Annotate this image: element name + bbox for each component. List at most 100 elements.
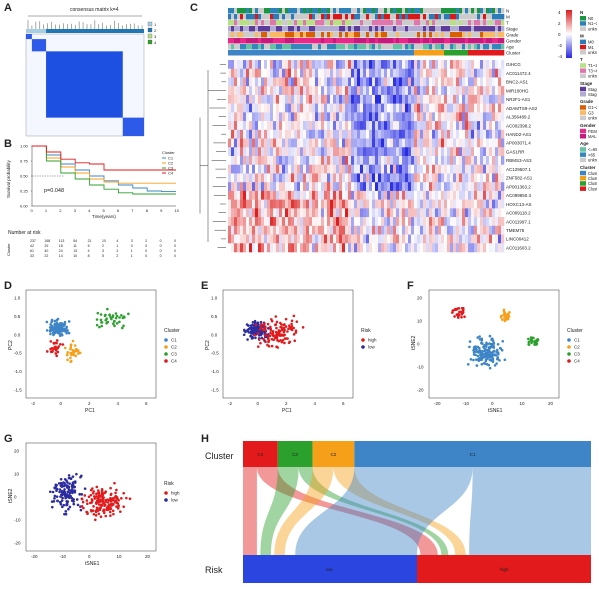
heatmap-cell xyxy=(447,147,451,157)
heatmap-cell xyxy=(378,225,382,235)
heatmap-cell xyxy=(273,60,277,70)
heatmap-cell xyxy=(285,77,289,87)
heatmap-cell xyxy=(306,77,310,87)
heatmap-cell xyxy=(474,112,478,122)
heatmap-cell xyxy=(309,234,313,244)
heatmap-cell xyxy=(423,121,427,131)
data-point xyxy=(504,316,508,319)
annotation-cell xyxy=(264,50,268,56)
heatmap-cell xyxy=(240,208,244,218)
annotation-cell xyxy=(486,32,490,38)
heatmap-cell xyxy=(336,138,340,148)
data-point xyxy=(477,359,481,363)
annotation-cell xyxy=(459,20,463,26)
risk-cell: 10 xyxy=(102,239,106,243)
data-point xyxy=(56,330,60,333)
data-point xyxy=(52,347,56,350)
heatmap-cell xyxy=(348,138,352,148)
heatmap-cell xyxy=(267,138,271,148)
data-point xyxy=(453,315,456,318)
data-point xyxy=(101,493,104,497)
heatmap-cell xyxy=(477,103,481,113)
data-point xyxy=(280,340,284,344)
panel-label-a: A xyxy=(4,2,12,14)
heatmap-cell xyxy=(351,138,355,148)
annotation-cell xyxy=(312,20,316,26)
annotation-cell xyxy=(387,14,391,20)
annotation-cell xyxy=(303,50,307,56)
data-point xyxy=(128,497,132,501)
heatmap-cell xyxy=(396,68,400,78)
heatmap-cell xyxy=(306,121,310,131)
heatmap-cell xyxy=(264,86,268,96)
heatmap-cell xyxy=(321,182,325,192)
heatmap-cell xyxy=(291,60,295,70)
heatmap-cell xyxy=(375,243,379,253)
legend-label: 4 xyxy=(154,40,157,45)
data-point xyxy=(502,309,506,313)
annotation-cell xyxy=(252,26,256,32)
heatmap-cell xyxy=(282,138,286,148)
heatmap-cell xyxy=(351,60,355,70)
annotation-cell xyxy=(312,38,316,44)
heatmap-cell xyxy=(294,182,298,192)
heatmap-cell xyxy=(369,173,373,183)
heatmap-cell xyxy=(363,208,367,218)
heatmap-cell xyxy=(405,86,409,96)
heatmap-cell xyxy=(411,225,415,235)
heatmap-cell xyxy=(351,225,355,235)
heatmap-cell xyxy=(270,147,274,157)
annotation-cell xyxy=(501,14,505,20)
annotation-cell xyxy=(378,8,382,14)
annotation-cell xyxy=(408,8,412,14)
annotation-cell xyxy=(453,20,457,26)
heatmap-cell xyxy=(408,243,412,253)
heatmap-cell xyxy=(324,156,328,166)
heatmap-cell xyxy=(489,199,493,209)
heatmap-cell xyxy=(465,77,469,87)
data-point xyxy=(280,328,284,331)
annotation-cell xyxy=(390,38,394,44)
heatmap-cell xyxy=(255,86,259,96)
data-point xyxy=(484,359,488,363)
annotation-cell xyxy=(390,20,394,26)
heatmap-cell xyxy=(441,164,445,174)
heatmap-cell xyxy=(315,190,319,200)
heatmap-cell xyxy=(414,225,418,235)
heatmap-cell xyxy=(333,234,337,244)
heatmap-cell xyxy=(252,112,256,122)
heatmap-cell xyxy=(315,94,319,104)
annotation-cell xyxy=(294,20,298,26)
heatmap-cell xyxy=(282,94,286,104)
data-point xyxy=(60,332,63,336)
heatmap-cell xyxy=(336,112,340,122)
heatmap-cell xyxy=(402,164,406,174)
heatmap-cell xyxy=(495,121,499,131)
annotation-cell xyxy=(432,20,436,26)
heatmap-cell xyxy=(402,225,406,235)
annotation-cell xyxy=(279,32,283,38)
data-point xyxy=(61,324,64,328)
heatmap-cell xyxy=(276,112,280,122)
heatmap-cell xyxy=(372,243,376,253)
heatmap-cell xyxy=(240,60,244,70)
heatmap-cell xyxy=(237,121,241,131)
heatmap-cell xyxy=(441,86,445,96)
heatmap-cell xyxy=(393,86,397,96)
annotation-cell xyxy=(390,50,394,56)
gene-label: AC002398.2 xyxy=(506,123,532,128)
annotation-cell xyxy=(303,32,307,38)
heatmap-cell xyxy=(330,77,334,87)
data-point xyxy=(474,358,478,361)
sankey-bottom-title: Risk xyxy=(205,565,223,575)
annotation-cell xyxy=(471,32,475,38)
heatmap-cell xyxy=(501,243,505,253)
data-point xyxy=(68,482,71,485)
heatmap-cell xyxy=(354,190,358,200)
heatmap-cell xyxy=(390,121,394,131)
heatmap-cell xyxy=(378,77,382,87)
heatmap-cell xyxy=(450,86,454,96)
heatmap-cell xyxy=(492,243,496,253)
annotation-cell xyxy=(348,50,352,56)
data-point xyxy=(87,495,91,499)
